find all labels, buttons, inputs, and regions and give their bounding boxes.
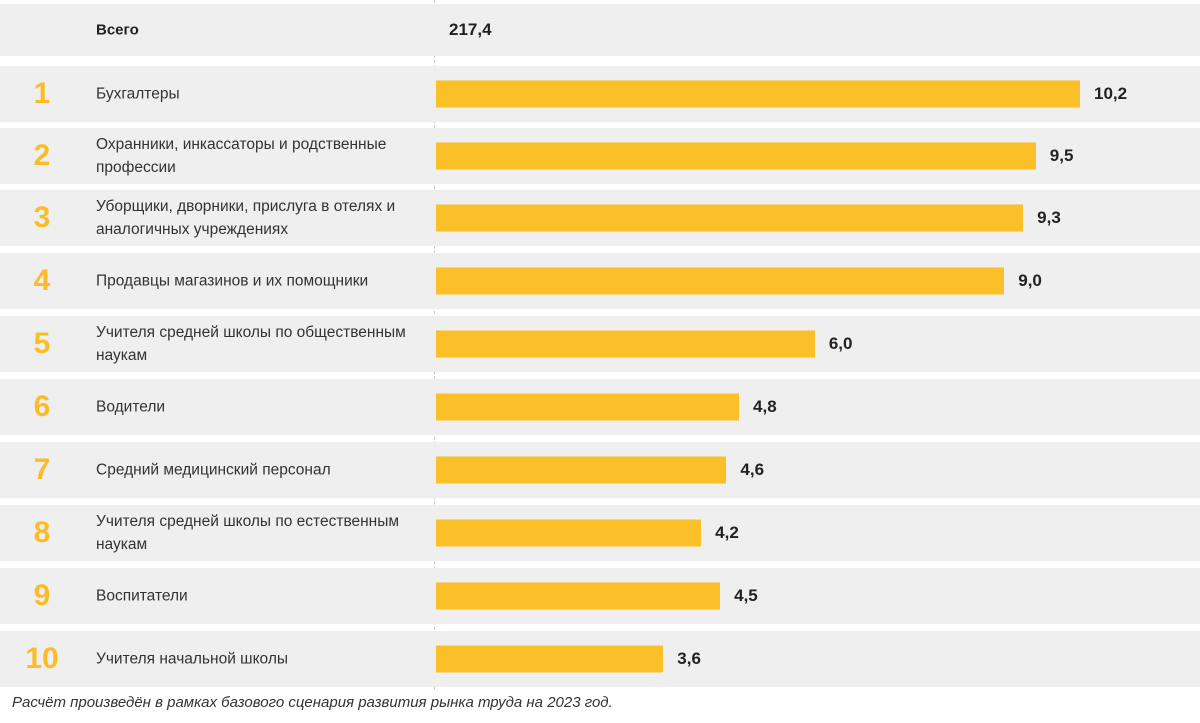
bar-row: 3 Уборщики, дворники, прислуга в отелях и… [0, 190, 1200, 246]
rank-number: 1 [33, 77, 51, 110]
value-label: 4,6 [740, 460, 765, 479]
category-label: Средний медицинский персонал [96, 461, 331, 479]
rank-number: 8 [33, 516, 51, 549]
bar [436, 645, 664, 673]
category-label: Воспитатели [96, 587, 188, 605]
bar-row: 6 Водители 4,8 [0, 379, 1200, 435]
bar [436, 267, 1005, 295]
rank-number: 5 [33, 327, 51, 360]
bar-row: 2 Охранники, инкассаторы и родственные пр… [0, 128, 1200, 184]
bar-row: 8 Учителя средней школы по естественным н… [0, 505, 1200, 561]
total-row: Всего 217,4 [0, 4, 1200, 56]
bar [436, 80, 1080, 108]
value-label: 6,0 [828, 334, 853, 353]
bar-row: 7 Средний медицинский персонал 4,6 [0, 442, 1200, 498]
rank-number: 7 [33, 453, 51, 486]
value-label: 4,2 [715, 523, 739, 542]
total-value: 217,4 [449, 20, 492, 39]
rank-number: 9 [33, 579, 51, 612]
bar [436, 582, 721, 610]
value-label: 9,5 [1049, 146, 1074, 165]
rank-number: 10 [25, 642, 59, 675]
value-label: 4,5 [734, 586, 758, 605]
bar [436, 393, 740, 421]
footnote: Расчёт произведён в рамках базового сцен… [12, 694, 613, 711]
horizontal-bar-chart: Всего 217,4 1 Бухгалтеры 10,2 2 Охранники, и… [0, 0, 1200, 690]
bar-row: 4 Продавцы магазинов и их помощники 9,0 [0, 253, 1200, 309]
rank-number: 6 [33, 390, 51, 423]
bar-row: 10 Учителя начальной школы 3,6 [0, 631, 1200, 687]
category-label: Уборщики, дворники, прислуга в отелях и … [96, 198, 396, 238]
value-label: 10,2 [1094, 84, 1128, 103]
bar [436, 456, 727, 484]
bar-row: 5 Учителя средней школы по общественным н… [0, 316, 1200, 372]
bar-row: 1 Бухгалтеры 10,2 [0, 66, 1200, 122]
category-label: Продавцы магазинов и их помощники [96, 272, 369, 290]
value-label: 9,3 [1037, 208, 1061, 227]
value-label: 4,8 [753, 397, 777, 416]
rank-number: 4 [33, 264, 51, 297]
category-label: Учителя средней школы по общественным на… [96, 324, 406, 364]
bar [436, 519, 702, 547]
value-label: 3,6 [677, 649, 701, 668]
category-label: Учителя начальной школы [96, 650, 289, 668]
category-label: Бухгалтеры [96, 85, 180, 103]
bar-row: 9 Воспитатели 4,5 [0, 568, 1200, 624]
bar [436, 330, 815, 358]
rank-number: 2 [33, 139, 51, 172]
category-label: Учителя средней школы по естественным на… [96, 513, 400, 553]
rank-number: 3 [33, 201, 51, 234]
category-label: Охранники, инкассаторы и родственные про… [96, 136, 387, 176]
category-label: Водители [96, 398, 166, 416]
value-label: 9,0 [1018, 271, 1042, 290]
bar [436, 142, 1036, 170]
bar [436, 204, 1024, 232]
total-label: Всего [96, 21, 139, 39]
